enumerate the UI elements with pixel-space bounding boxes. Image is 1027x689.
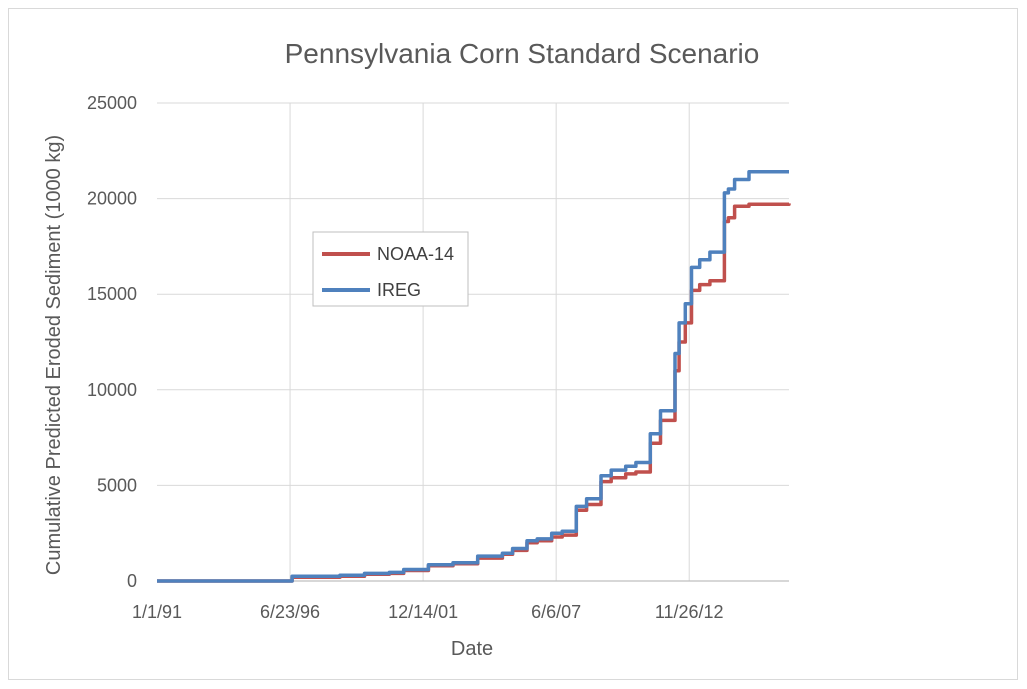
chart-title: Pennsylvania Corn Standard Scenario (285, 38, 760, 69)
y-axis-ticks: 0 5000 10000 15000 20000 25000 (87, 93, 137, 591)
y-tick-label: 0 (127, 571, 137, 591)
y-axis-label: Cumulative Predicted Eroded Sediment (10… (43, 135, 65, 575)
series-line-ireg (157, 170, 789, 583)
legend: NOAA-14 IREG (312, 231, 469, 307)
y-tick-label: 15000 (87, 284, 137, 304)
chart-frame (8, 8, 1018, 680)
x-axis-ticks: 1/1/91 6/23/96 12/14/01 6/6/07 11/26/12 (132, 602, 724, 622)
y-tick-label: 10000 (87, 380, 137, 400)
grid-lines (157, 102, 789, 582)
y-tick-label: 5000 (97, 475, 137, 495)
x-tick-label: 6/23/96 (260, 602, 320, 622)
y-tick-label: 25000 (87, 93, 137, 113)
x-tick-label: 12/14/01 (388, 602, 458, 622)
series-line-noaa-14 (157, 202, 791, 583)
x-tick-label: 1/1/91 (132, 602, 182, 622)
legend-label: NOAA-14 (377, 244, 454, 264)
x-tick-label: 6/6/07 (531, 602, 581, 622)
legend-label: IREG (377, 280, 421, 300)
series-lines (157, 170, 791, 583)
x-tick-label: 11/26/12 (655, 602, 724, 622)
x-axis-label: Date (451, 638, 493, 660)
y-tick-label: 20000 (87, 189, 137, 209)
legend-box (312, 231, 469, 307)
